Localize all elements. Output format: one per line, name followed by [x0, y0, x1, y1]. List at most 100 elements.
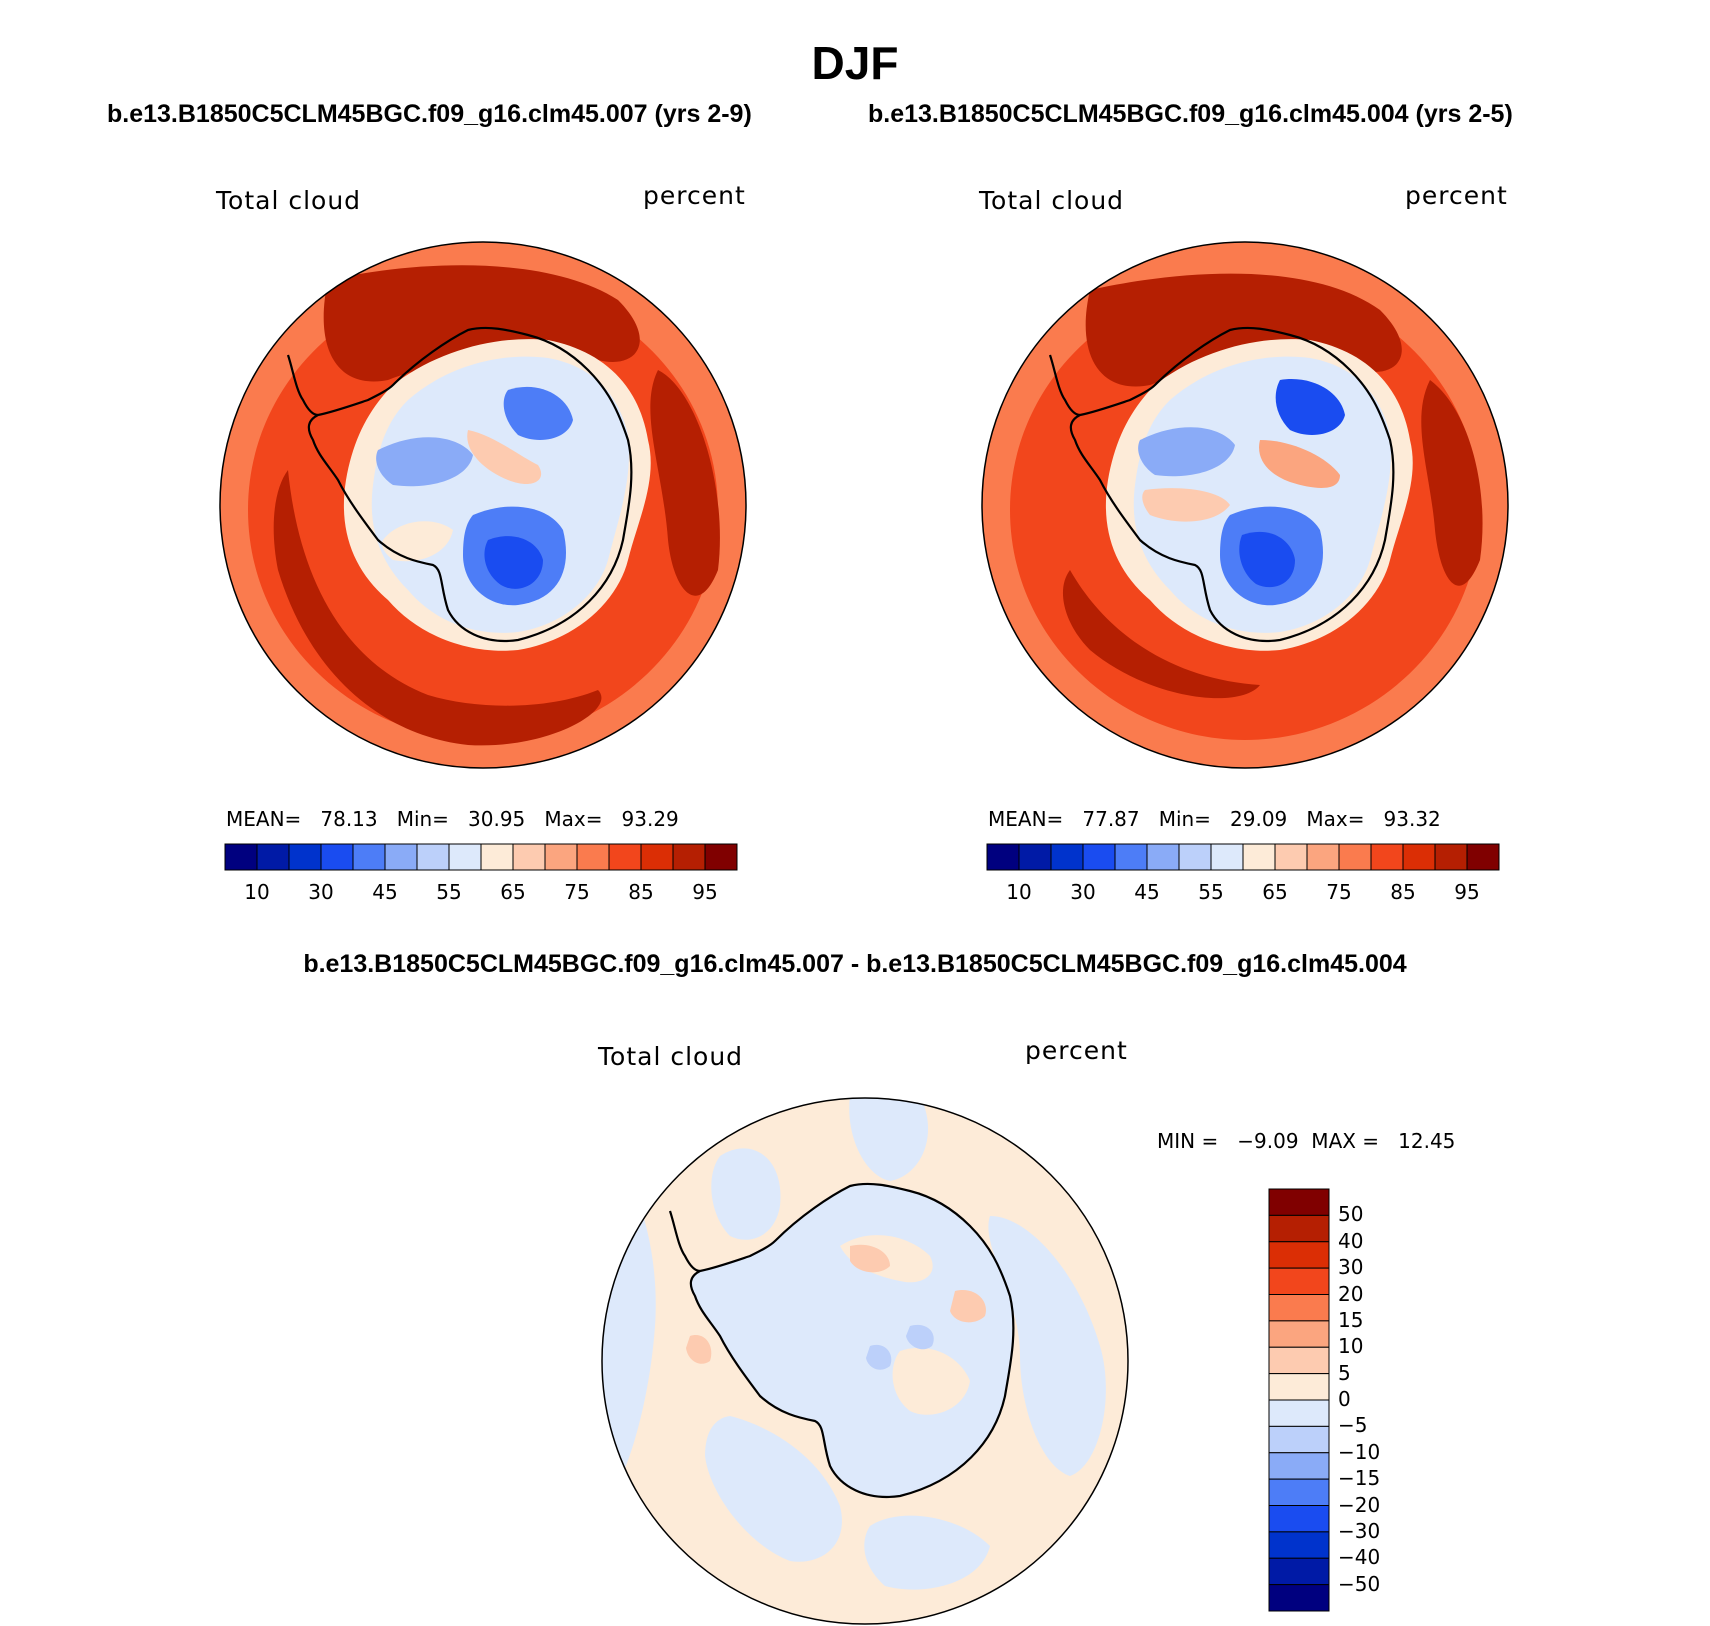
colorbar-tick-label: −15: [1338, 1466, 1381, 1491]
colorbar-swatch: [1018, 843, 1052, 871]
diff-band-5-to-10-west: [686, 1335, 712, 1364]
difference-variable-label: Total cloud: [598, 1042, 744, 1071]
colorbar-swatch: [1146, 843, 1180, 871]
colorbar-tick-label: 30: [1070, 880, 1096, 904]
cloud-band-30-south: [1239, 531, 1295, 588]
colorbar-swatch: [1268, 1373, 1330, 1401]
colorbar-tick-label: 75: [1326, 880, 1352, 904]
diff-band-neg5-south: [864, 1515, 990, 1590]
colorbar-tick-label: 45: [372, 880, 398, 904]
colorbar-swatch: [1268, 1584, 1330, 1612]
colorbar-swatch: [608, 843, 642, 871]
colorbar-swatch: [1268, 1294, 1330, 1322]
colorbar-tick-label: 85: [628, 880, 654, 904]
diff-band-5-to-10-east: [950, 1290, 986, 1323]
colorbar-swatch: [256, 843, 290, 871]
colorbar-tick-label: −30: [1338, 1518, 1381, 1543]
colorbar-tick-label: 50: [1338, 1202, 1364, 1227]
cloud-band-30-northeast: [1275, 379, 1345, 435]
colorbar-swatch: [1466, 843, 1500, 871]
difference-minmax: MIN = −9.09 MAX = 12.45: [1157, 1129, 1456, 1153]
colorbar-swatch: [986, 843, 1020, 871]
map-border: [219, 241, 747, 769]
colorbar-swatch: [448, 843, 482, 871]
colorbar-swatch: [1178, 843, 1212, 871]
panel2-variable-label: Total cloud: [979, 186, 1125, 215]
panel2-colorbar: [986, 843, 1500, 871]
panel1-units-label: percent: [643, 181, 746, 210]
colorbar-swatch: [1268, 1241, 1330, 1269]
panel1-stats: MEAN= 78.13 Min= 30.95 Max= 93.29: [226, 807, 679, 831]
colorbar-swatch: [288, 843, 322, 871]
colorbar-tick-label: 15: [1338, 1307, 1364, 1332]
difference-colorbar: [1268, 1188, 1330, 1612]
colorbar-swatch: [704, 843, 738, 871]
diff-band-neg10-b: [906, 1324, 934, 1350]
colorbar-tick-label: −50: [1338, 1571, 1381, 1596]
colorbar-tick-label: 0: [1338, 1387, 1351, 1411]
colorbar-swatch: [1114, 843, 1148, 871]
colorbar-swatch: [1370, 843, 1404, 871]
page-title: DJF: [811, 37, 899, 89]
colorbar-swatch: [224, 843, 258, 871]
map-border: [981, 241, 1509, 769]
colorbar-tick-label: 10: [1006, 880, 1032, 904]
colorbar-tick-label: 20: [1338, 1281, 1364, 1306]
colorbar-swatch: [1268, 1346, 1330, 1375]
colorbar-swatch: [544, 843, 578, 871]
colorbar-swatch: [1268, 1505, 1330, 1533]
difference-units-label: percent: [1025, 1036, 1128, 1065]
panel2-stats: MEAN= 77.87 Min= 29.09 Max= 93.32: [988, 807, 1441, 831]
colorbar-swatch: [1050, 843, 1084, 871]
panel1-polar-map: [219, 241, 747, 769]
colorbar-swatch: [640, 843, 674, 871]
colorbar-tick-label: 55: [436, 880, 462, 904]
colorbar-swatch: [1274, 843, 1308, 871]
colorbar-tick-label: 10: [1338, 1334, 1364, 1359]
coastline: [1069, 326, 1395, 643]
colorbar-swatch: [1268, 1425, 1330, 1454]
colorbar-swatch: [480, 843, 514, 871]
colorbar-tick-label: 30: [308, 880, 334, 904]
colorbar-tick-label: 65: [1262, 880, 1288, 904]
peninsula-coastline: [286, 354, 319, 417]
colorbar-swatch: [1268, 1557, 1330, 1586]
colorbar-swatch: [384, 843, 418, 871]
diff-band-5-to-10-north: [850, 1244, 890, 1273]
diff-band-neg10-a: [866, 1344, 892, 1370]
panel1-variable-label: Total cloud: [216, 186, 362, 215]
colorbar-swatch: [352, 843, 386, 871]
colorbar-swatch: [1402, 843, 1436, 871]
panel2-polar-map: [981, 241, 1509, 769]
colorbar-swatch: [1268, 1399, 1330, 1427]
diff-band-neg5-continent: [690, 1183, 1014, 1497]
colorbar-swatch: [512, 843, 546, 871]
cloud-band-95-southwest: [273, 470, 602, 746]
diff-band-neg5-northwest: [711, 1148, 781, 1240]
colorbar-swatch: [1242, 843, 1276, 871]
cloud-band-95-south: [1062, 570, 1260, 699]
cloud-band-40-northeast: [503, 386, 573, 440]
colorbar-swatch: [1268, 1452, 1330, 1480]
colorbar-tick-label: 85: [1390, 880, 1416, 904]
colorbar-tick-label: 55: [1198, 880, 1224, 904]
cloud-band-95-east: [650, 370, 720, 596]
colorbar-swatch: [1210, 843, 1244, 871]
colorbar-swatch: [320, 843, 354, 871]
diff-band-neg5-north: [849, 1098, 929, 1181]
cloud-band-30-south: [484, 536, 543, 589]
colorbar-tick-label: 95: [1454, 880, 1480, 904]
peninsula-coastline: [668, 1210, 701, 1273]
cloud-band-70-peninsula: [1142, 488, 1230, 522]
colorbar-tick-label: −5: [1338, 1413, 1368, 1438]
diff-band-neg5-east: [988, 1216, 1106, 1476]
colorbar-swatch: [1268, 1188, 1330, 1216]
panel1-colorbar: [224, 843, 738, 871]
colorbar-tick-label: 30: [1338, 1255, 1364, 1280]
panel1-colorbar-ticks: 10 30 45 55 65 75 85 95: [225, 880, 737, 906]
panel1-case-title: b.e13.B1850C5CLM45BGC.f09_g16.clm45.007 …: [107, 100, 752, 128]
colorbar-tick-label: 45: [1134, 880, 1160, 904]
difference-colorbar-ticks: 50 40 30 20 15 10 5 0 −5 −10 −15 −20 −30 −40 −50: [1338, 1188, 1418, 1612]
colorbar-swatch: [1434, 843, 1468, 871]
coastline: [689, 1182, 1015, 1499]
